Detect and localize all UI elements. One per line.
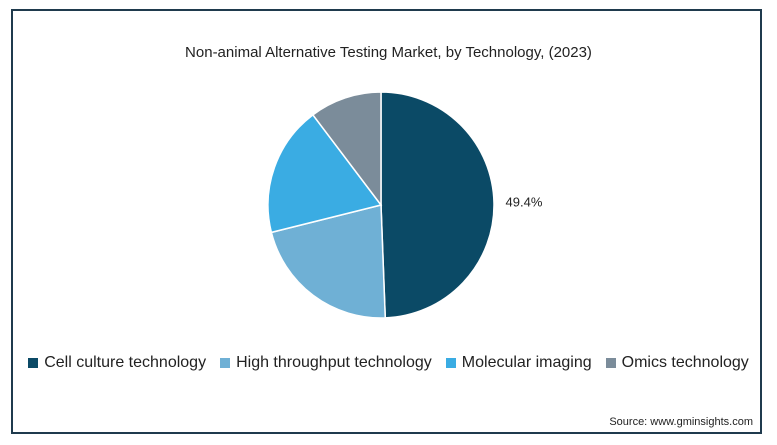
data-label-cell-culture: 49.4% xyxy=(506,194,543,209)
chart-title: Non-animal Alternative Testing Market, b… xyxy=(185,44,592,61)
legend-item-omics: Omics technology xyxy=(605,354,749,372)
slice-omics xyxy=(311,91,382,208)
legend-item-cell-culture: Cell culture technology xyxy=(28,354,206,372)
slice-high-throughput xyxy=(270,204,387,319)
pie-slices xyxy=(267,91,495,319)
legend-swatch xyxy=(28,358,39,368)
legend-item-molecular-imaging: Molecular imaging xyxy=(445,354,592,372)
legend-label: Molecular imaging xyxy=(461,354,592,371)
legend-swatch xyxy=(220,358,231,368)
legend-label: High throughput technology xyxy=(236,354,432,371)
source-note: Source: www.gminsights.com xyxy=(609,416,753,428)
legend-label: Omics technology xyxy=(621,354,749,371)
legend-label: Cell culture technology xyxy=(44,354,207,371)
slice-molecular-imaging xyxy=(267,113,383,234)
pie-data-labels: 49.4% xyxy=(506,194,543,209)
legend-swatch xyxy=(605,358,616,368)
legend-item-high-throughput: High throughput technology xyxy=(220,354,432,372)
legend-swatch xyxy=(445,358,456,368)
legend: Cell culture technology High throughput … xyxy=(0,354,777,372)
slice-cell-culture xyxy=(380,91,495,319)
